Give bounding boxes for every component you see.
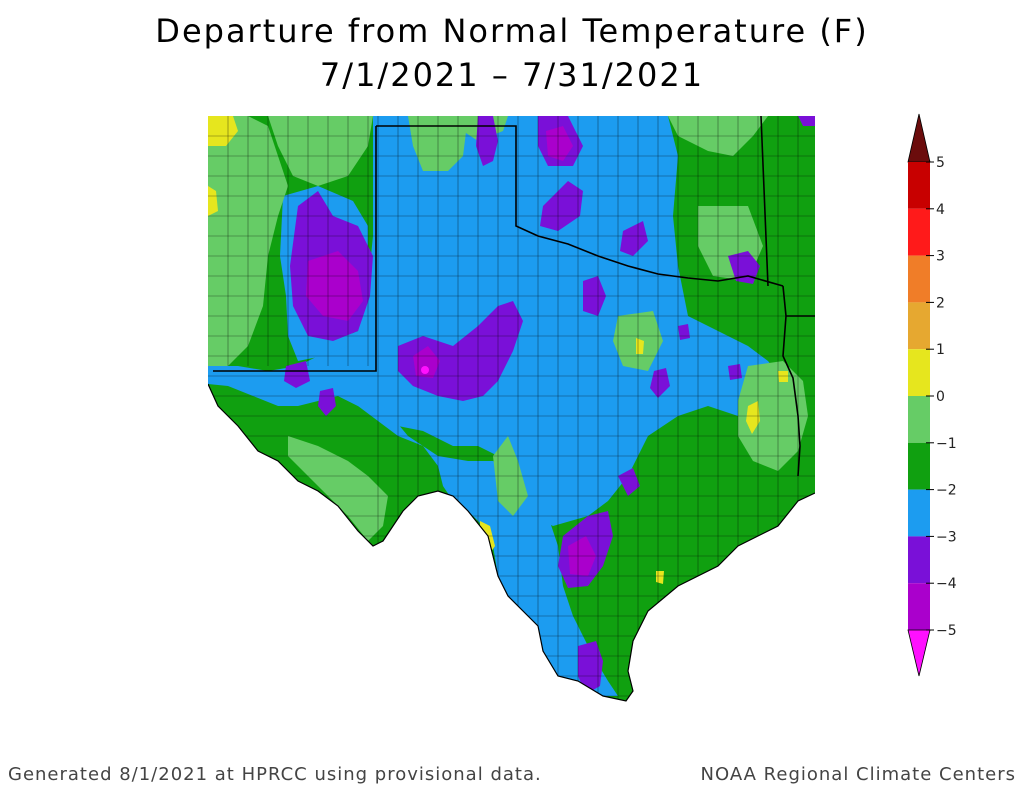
legend-arrow-top	[907, 113, 931, 163]
legend-swatch	[908, 349, 930, 396]
generated-note: Generated 8/1/2021 at HPRCC using provis…	[8, 764, 542, 785]
color-scale-legend: 5 4 3 2 1 0 −1 −2 −3 −4 −5	[907, 113, 957, 677]
legend-tick-label: −2	[936, 483, 957, 499]
map-title: Departure from Normal Temperature (F)	[155, 12, 869, 50]
legend-tick-label: 2	[936, 295, 945, 311]
temperature-departure-map	[208, 116, 815, 702]
legend-tick-label: −3	[936, 529, 957, 545]
legend-swatch	[908, 162, 930, 209]
legend-tick-label: 4	[936, 202, 945, 218]
legend-swatch	[908, 208, 930, 256]
legend-swatch	[908, 489, 930, 537]
map-date-range: 7/1/2021 – 7/31/2021	[319, 56, 705, 94]
source-credit: NOAA Regional Climate Centers	[700, 764, 1016, 785]
legend-swatch	[908, 302, 930, 350]
legend-tick-label: −5	[936, 623, 957, 639]
state-borders	[213, 116, 815, 477]
legend-tick-label: 3	[936, 249, 945, 265]
legend-tick-label: 0	[936, 389, 945, 405]
legend-tick-label: 1	[936, 342, 945, 358]
legend-swatch	[908, 255, 930, 303]
coastline	[208, 383, 815, 702]
legend-swatch	[908, 583, 930, 630]
legend-tick-label: −4	[936, 576, 957, 592]
map-land	[208, 116, 815, 701]
legend-tick-label: 5	[936, 155, 945, 171]
legend-swatch	[908, 442, 930, 490]
legend-swatch	[908, 396, 930, 443]
legend-tick-label: −1	[936, 436, 957, 452]
legend-arrow-bottom	[907, 629, 931, 677]
legend-swatch	[908, 536, 930, 584]
